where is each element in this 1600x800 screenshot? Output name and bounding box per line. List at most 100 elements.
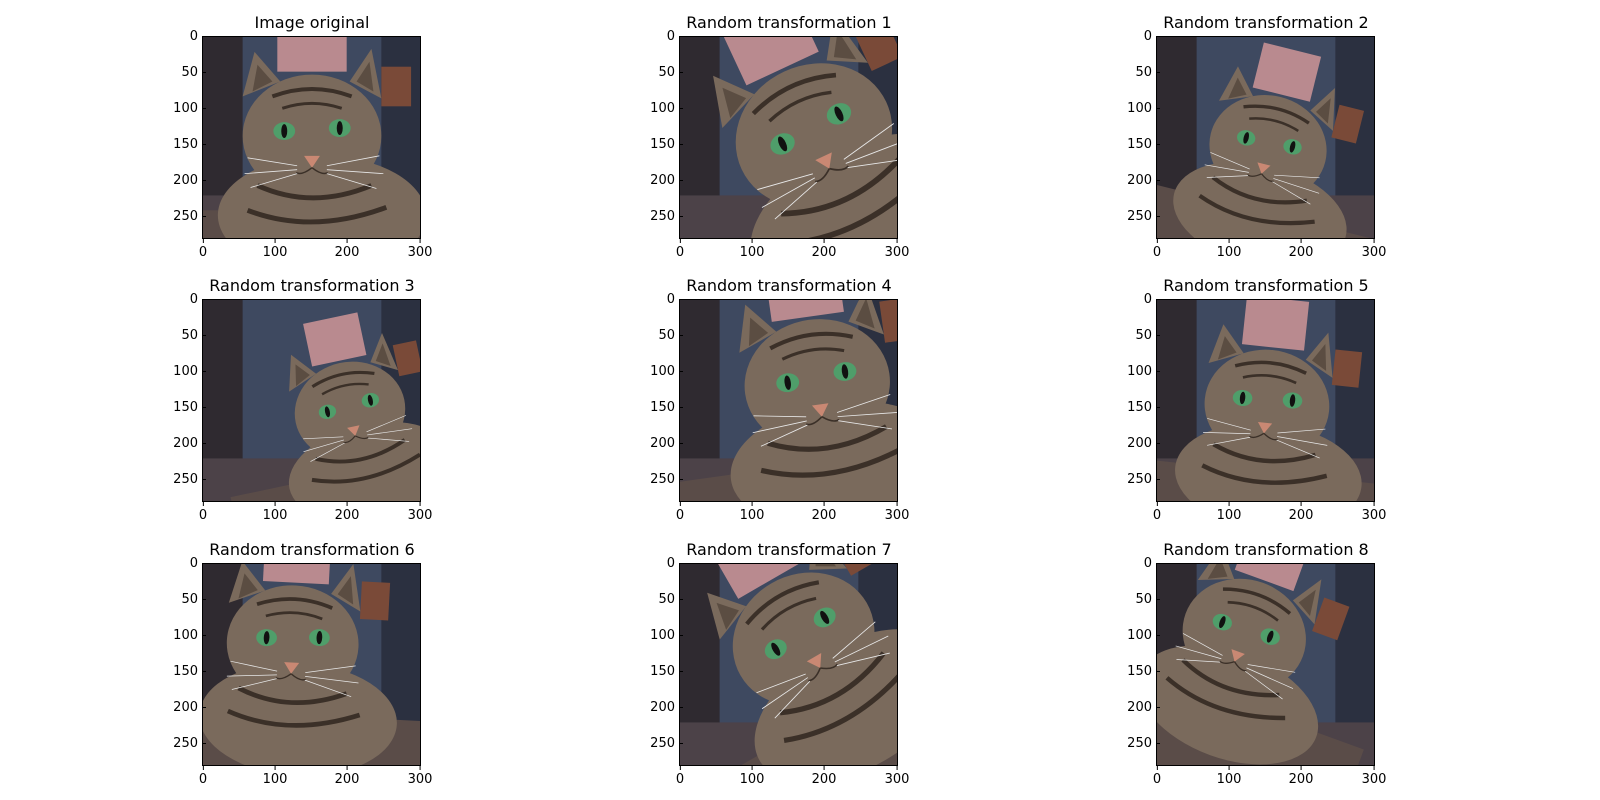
- x-tick-label: 300: [407, 239, 433, 260]
- y-tick-label: 0: [189, 29, 207, 44]
- x-tick-label: 200: [1288, 766, 1314, 787]
- y-tick-label: 250: [1127, 736, 1160, 751]
- panel-transform-5: Random transformation 5 0 50 100 150 2: [1126, 277, 1386, 527]
- y-tick-label: 0: [666, 556, 684, 571]
- x-tick-label: 100: [262, 239, 288, 260]
- x-tick-label: 300: [1361, 502, 1387, 523]
- x-tick-label: 100: [739, 766, 765, 787]
- x-tick-label: 0: [675, 766, 685, 787]
- y-tick-label: 50: [658, 592, 683, 607]
- panel-transform-7: Random transformation 7 0 50 100 150 2: [649, 541, 909, 791]
- panel-transform-4: Random transformation 4 0 50 100 150 2: [649, 277, 909, 527]
- y-tick-label: 150: [1127, 137, 1160, 152]
- x-tick-label: 300: [1361, 239, 1387, 260]
- y-tick-label: 150: [173, 137, 206, 152]
- x-tick-label: 300: [884, 502, 910, 523]
- x-tick-label: 300: [1361, 766, 1387, 787]
- x-tick-label: 100: [1216, 502, 1242, 523]
- cat-image: [679, 299, 898, 502]
- y-tick-label: 150: [650, 664, 683, 679]
- y-tick-label: 200: [173, 700, 206, 715]
- panel-title: Random transformation 8: [1163, 540, 1369, 559]
- y-tick-label: 200: [1127, 173, 1160, 188]
- y-tick-label: 50: [181, 592, 206, 607]
- y-tick-label: 200: [173, 436, 206, 451]
- y-tick-label: 100: [1127, 364, 1160, 379]
- x-tick-label: 100: [262, 502, 288, 523]
- y-tick-label: 50: [181, 65, 206, 80]
- y-tick-label: 50: [658, 328, 683, 343]
- panel-title: Random transformation 2: [1163, 13, 1369, 32]
- panel-title: Random transformation 5: [1163, 276, 1369, 295]
- y-tick-label: 250: [173, 736, 206, 751]
- x-tick-label: 0: [198, 239, 208, 260]
- panel-title: Random transformation 4: [686, 276, 892, 295]
- y-tick-label: 0: [189, 292, 207, 307]
- y-tick-label: 250: [650, 209, 683, 224]
- x-tick-label: 200: [1288, 239, 1314, 260]
- panel-title: Random transformation 1: [686, 13, 892, 32]
- y-tick-label: 0: [1143, 292, 1161, 307]
- x-tick-label: 200: [1288, 502, 1314, 523]
- cat-image: [1156, 563, 1375, 766]
- x-tick-label: 0: [675, 502, 685, 523]
- y-tick-label: 150: [173, 664, 206, 679]
- y-tick-label: 200: [650, 173, 683, 188]
- y-tick-label: 100: [173, 364, 206, 379]
- y-tick-label: 150: [1127, 664, 1160, 679]
- y-tick-label: 200: [650, 436, 683, 451]
- x-tick-label: 200: [334, 502, 360, 523]
- y-tick-label: 0: [189, 556, 207, 571]
- x-tick-label: 0: [1152, 502, 1162, 523]
- x-tick-label: 300: [407, 502, 433, 523]
- panel-transform-1: Random transformation 1 0 50 100 150 2: [649, 14, 909, 264]
- y-tick-label: 100: [1127, 101, 1160, 116]
- x-tick-label: 0: [198, 766, 208, 787]
- x-tick-label: 100: [1216, 766, 1242, 787]
- panel-transform-6: Random transformation 6 0 50 100 150 2: [172, 541, 432, 791]
- y-tick-label: 100: [173, 101, 206, 116]
- y-tick-label: 50: [1135, 592, 1160, 607]
- x-tick-label: 200: [334, 239, 360, 260]
- panel-original: Image original 0 50 100 150 200 250 0 100: [172, 14, 432, 264]
- y-tick-label: 100: [650, 628, 683, 643]
- y-tick-label: 100: [650, 101, 683, 116]
- x-tick-label: 300: [884, 239, 910, 260]
- panel-title: Random transformation 6: [209, 540, 415, 559]
- x-tick-label: 100: [739, 502, 765, 523]
- y-tick-label: 100: [173, 628, 206, 643]
- y-tick-label: 150: [1127, 400, 1160, 415]
- y-tick-label: 50: [1135, 65, 1160, 80]
- panel-transform-8: Random transformation 8 0 50 100 150 2: [1126, 541, 1386, 791]
- x-tick-label: 100: [262, 766, 288, 787]
- y-tick-label: 250: [650, 472, 683, 487]
- x-tick-label: 0: [198, 502, 208, 523]
- x-tick-label: 200: [811, 239, 837, 260]
- y-tick-label: 250: [173, 209, 206, 224]
- y-tick-label: 100: [650, 364, 683, 379]
- x-tick-label: 0: [675, 239, 685, 260]
- x-tick-label: 100: [739, 239, 765, 260]
- x-tick-label: 100: [1216, 239, 1242, 260]
- y-tick-label: 50: [181, 328, 206, 343]
- y-tick-label: 0: [666, 29, 684, 44]
- y-tick-label: 0: [1143, 556, 1161, 571]
- y-tick-label: 250: [173, 472, 206, 487]
- y-tick-label: 150: [650, 137, 683, 152]
- y-tick-label: 50: [1135, 328, 1160, 343]
- y-tick-label: 0: [666, 292, 684, 307]
- y-tick-label: 150: [650, 400, 683, 415]
- y-tick-label: 100: [1127, 628, 1160, 643]
- y-tick-label: 200: [650, 700, 683, 715]
- x-tick-label: 200: [811, 502, 837, 523]
- panel-transform-2: Random transformation 2 0 50 100 150 2: [1126, 14, 1386, 264]
- x-tick-label: 200: [811, 766, 837, 787]
- panel-title: Image original: [254, 13, 370, 32]
- y-tick-label: 200: [1127, 700, 1160, 715]
- cat-image: [1156, 299, 1375, 502]
- y-tick-label: 50: [658, 65, 683, 80]
- y-tick-label: 200: [1127, 436, 1160, 451]
- x-tick-label: 300: [884, 766, 910, 787]
- y-tick-label: 0: [1143, 29, 1161, 44]
